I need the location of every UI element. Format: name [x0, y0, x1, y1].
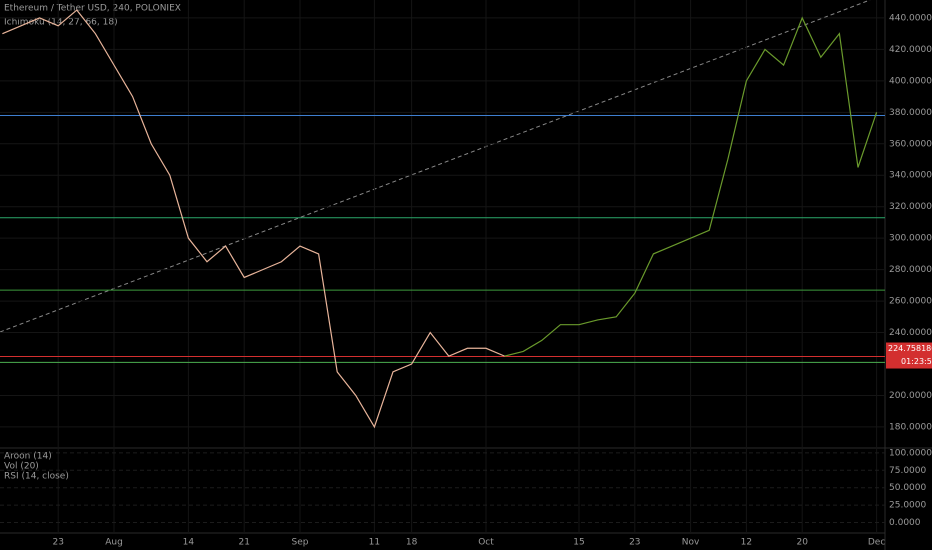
y-tick-label: 280.00000000 [889, 265, 932, 275]
x-tick-label: 15 [573, 538, 584, 548]
y-tick-label: 260.00000000 [889, 297, 932, 307]
x-tick-label: 20 [796, 538, 808, 548]
y-tick-label: 400.00000000 [889, 76, 932, 86]
x-tick-label: 11 [369, 538, 380, 548]
countdown: 01:23:54 [901, 357, 932, 366]
y-tick-label: 300.00000000 [889, 234, 932, 244]
x-tick-label: 12 [741, 538, 752, 548]
last-price-label: 224.75818000 [888, 344, 932, 353]
indicator-label: Ichimoku (14, 27, 66, 18) [4, 18, 118, 28]
y-tick-label: 440.00000000 [889, 13, 932, 23]
price-line [2, 9, 505, 429]
y-tick-label: 320.00000000 [889, 202, 932, 212]
x-tick-label: Sep [292, 538, 309, 548]
indicator-label: Aroon (14) [4, 452, 52, 462]
indicator-label: RSI (14, close) [4, 472, 69, 482]
y-tick-label: 180.00000000 [889, 422, 932, 432]
y-tick-label: 25.0000 [889, 501, 926, 511]
x-tick-label: 23 [629, 538, 640, 548]
chart-title: Ethereum / Tether USD, 240, POLONIEX [4, 4, 181, 14]
x-tick-label: 14 [183, 538, 195, 548]
y-tick-label: 50.0000 [889, 483, 926, 493]
y-tick-label: 100.0000 [889, 448, 932, 458]
y-tick-label: 360.00000000 [889, 139, 932, 149]
x-tick-label: Nov [682, 538, 700, 548]
y-tick-label: 340.00000000 [889, 171, 932, 181]
last-price-box [886, 342, 932, 369]
x-tick-label: 21 [238, 538, 249, 548]
y-tick-label: 0.0000 [889, 518, 921, 528]
indicator-label: Vol (20) [4, 462, 39, 472]
y-tick-label: 240.00000000 [889, 328, 932, 338]
x-tick-label: Oct [478, 538, 494, 548]
x-tick-label: 18 [406, 538, 418, 548]
price-line [504, 16, 878, 357]
x-tick-label: Dec [868, 538, 885, 548]
x-tick-label: 23 [52, 538, 63, 548]
x-tick-label: Aug [105, 538, 123, 548]
y-tick-label: 75.0000 [889, 466, 926, 476]
y-tick-label: 380.00000000 [889, 108, 932, 118]
y-tick-label: 420.00000000 [889, 45, 932, 55]
y-tick-label: 200.00000000 [889, 391, 932, 401]
trend-line [0, 0, 871, 333]
